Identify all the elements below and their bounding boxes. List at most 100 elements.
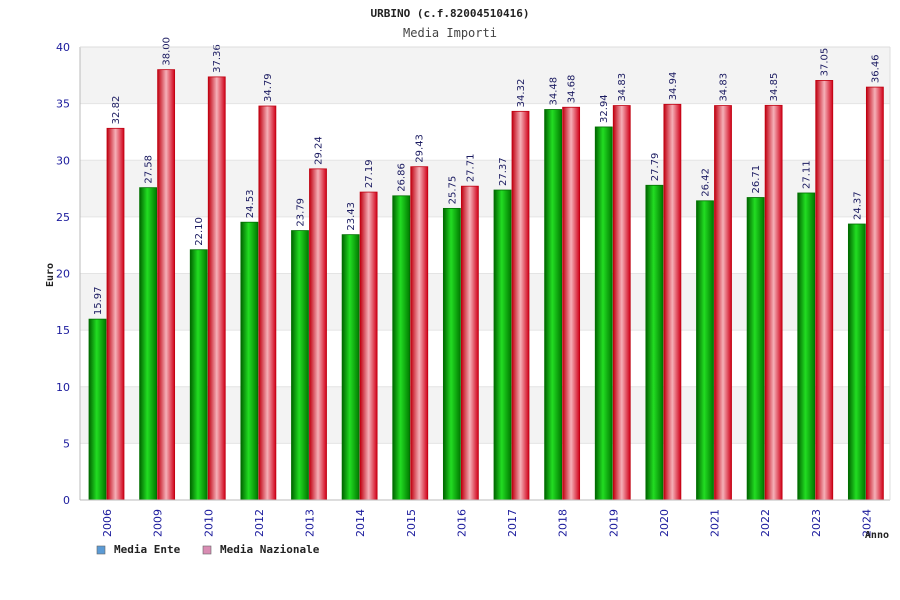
bar-media-nazionale-2018 [562,106,581,501]
y-axis-label: Euro [45,263,56,287]
bar-media-ente-2021 [696,200,714,501]
chart-title: URBINO (c.f.82004510416) [371,7,530,20]
bar-media-nazionale-2023 [815,80,834,501]
data-label: 34.32 [516,79,527,108]
bar-media-nazionale-2016 [460,185,479,501]
data-label: 23.79 [296,198,307,227]
data-label: 32.94 [599,94,610,123]
legend-label: Media Ente [114,543,181,556]
x-tick-label: 2014 [354,509,367,537]
bar-media-ente-2022 [746,197,765,501]
data-label: 27.79 [650,153,661,182]
data-label: 36.46 [870,54,881,83]
data-label: 27.19 [364,159,375,188]
data-label: 25.75 [447,176,458,205]
x-tick-label: 2010 [202,509,215,537]
x-tick-label: 2016 [455,509,468,537]
x-tick-label: 2023 [810,509,823,537]
x-tick-label: 2020 [658,509,671,537]
bar-media-ente-2006 [88,318,107,501]
x-axis-ticks: 2006 2009 2010 2012 2013 2014 2015 2016 2017 2018… [101,509,873,537]
data-label: 24.37 [852,191,863,220]
legend: Media Ente Media Nazionale [96,543,320,556]
bar-media-nazionale-2024 [865,86,884,501]
x-tick-label: 2013 [304,509,317,537]
y-tick-label: 10 [56,381,70,394]
x-axis-label: Anno [865,530,889,541]
bar-media-ente-2010 [189,249,208,501]
bar-media-ente-2020 [645,184,664,501]
bar-media-nazionale-2021 [714,105,732,501]
data-label: 29.24 [314,136,325,165]
y-tick-label: 30 [56,154,70,167]
data-label: 38.00 [162,37,173,66]
data-label: 26.86 [397,163,408,192]
bar-media-nazionale-2017 [511,110,530,501]
data-label: 37.36 [212,44,223,73]
y-tick-label: 20 [56,268,70,281]
bar-media-nazionale-2009 [157,69,176,501]
legend-label: Media Nazionale [220,543,320,556]
x-tick-label: 2022 [759,509,772,537]
bar-media-nazionale-2010 [207,76,226,501]
bar-media-nazionale-2019 [612,105,631,501]
axes [79,46,891,501]
y-tick-label: 40 [56,41,70,54]
bar-media-ente-2012 [240,221,259,501]
bar-media-ente-2024 [847,223,866,501]
data-label: 29.43 [415,134,426,163]
bars [88,69,884,501]
bar-media-ente-2015 [392,195,411,501]
y-tick-label: 15 [56,324,70,337]
data-label: 24.53 [245,190,256,219]
data-label: 23.43 [346,202,357,231]
x-tick-label: 2009 [152,509,165,537]
x-tick-label: 2006 [101,509,114,537]
data-label: 34.85 [769,73,780,102]
bar-media-ente-2018 [544,109,563,501]
bar-media-nazionale-2014 [359,191,378,501]
x-tick-label: 2018 [557,509,570,537]
y-tick-label: 0 [63,494,70,507]
x-tick-label: 2021 [709,509,722,537]
data-label: 27.11 [802,160,813,189]
data-label: 27.58 [144,155,155,184]
bar-media-nazionale-2013 [309,168,327,501]
data-label: 37.05 [820,48,831,77]
data-label: 34.83 [617,73,628,102]
data-label: 34.79 [263,73,274,102]
data-labels: 15.97 32.82 27.58 38.00 22.10 37.36 24.53 34.79… [93,37,881,315]
bar-media-nazionale-2015 [410,166,429,501]
data-label: 27.37 [498,157,509,186]
data-label: 34.83 [719,73,730,102]
data-label: 34.68 [567,75,578,104]
bar-media-ente-2016 [442,207,461,501]
data-label: 32.82 [111,96,122,125]
bar-media-nazionale-2006 [106,127,125,501]
data-label: 26.71 [751,165,762,194]
y-axis-ticks: 0 5 10 15 20 25 30 35 40 [56,41,70,507]
bar-media-ente-2013 [291,230,309,501]
y-tick-label: 35 [56,98,70,111]
y-tick-label: 25 [56,211,70,224]
bar-media-ente-2023 [797,192,816,501]
data-label: 34.94 [668,72,679,101]
x-tick-label: 2024 [860,509,873,537]
bar-media-ente-2009 [139,187,158,501]
x-tick-label: 2019 [607,509,620,537]
data-label: 34.48 [549,77,560,106]
legend-swatch [202,545,212,555]
data-label: 15.97 [93,286,104,315]
x-tick-label: 2012 [253,509,266,537]
chart-subtitle: Media Importi [403,26,497,40]
data-label: 26.42 [701,168,712,197]
x-tick-label: 2017 [506,509,519,537]
bar-media-nazionale-2012 [258,105,277,501]
bar-media-ente-2017 [493,189,512,501]
bar-media-nazionale-2022 [764,104,783,501]
x-tick-label: 2015 [405,509,418,537]
data-label: 22.10 [194,217,205,246]
data-label: 27.71 [465,154,476,183]
bar-media-ente-2014 [341,234,360,501]
